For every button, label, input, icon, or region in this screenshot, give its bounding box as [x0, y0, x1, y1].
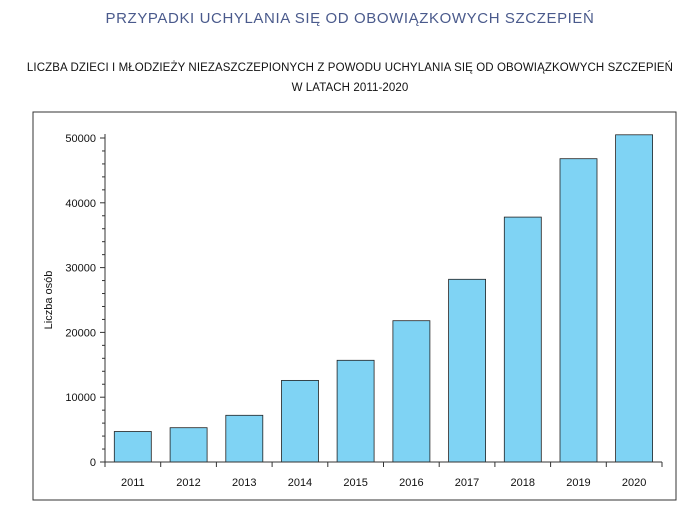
x-tick-label: 2020: [622, 477, 646, 489]
bar-2015: [336, 359, 375, 463]
bar-2018: [503, 216, 542, 463]
x-tick-label: 2016: [399, 477, 423, 489]
x-tick-label: 2019: [566, 477, 590, 489]
x-tick-label: 2017: [455, 477, 479, 489]
x-tick-label: 2011: [121, 477, 145, 489]
bar-2013: [225, 414, 264, 463]
y-tick-label: 0: [90, 457, 96, 469]
chart-title-line-2: W LATACH 2011-2020: [291, 82, 409, 94]
y-tick-label: 20000: [65, 327, 96, 339]
x-tick-label: 2015: [343, 477, 367, 489]
y-tick-label: 40000: [65, 198, 96, 210]
x-tick-label: 2018: [511, 477, 535, 489]
bar-2019: [559, 158, 598, 463]
y-tick-label: 10000: [65, 392, 96, 404]
bar-2014: [281, 379, 319, 463]
x-tick-label: 2014: [288, 477, 312, 489]
x-tick-label: 2013: [232, 477, 256, 489]
x-tick-label: 2012: [176, 477, 200, 489]
labels-group: 0 10000 20000 30000 40000 50000 2011 2012 2013 20…: [43, 133, 646, 489]
y-tick-label: 50000: [65, 133, 96, 145]
y-tick-label: 30000: [65, 263, 96, 275]
chart-title-line-1: LICZBA DZIECI I MŁODZIEŻY NIEZASZCZEPION…: [26, 62, 674, 74]
bar-2011: [113, 431, 152, 463]
bar-2012: [169, 427, 208, 463]
bar-2016: [392, 320, 431, 463]
page-title: PRZYPADKI UCHYLANIA SIĘ OD OBOWIĄZKOWYCH…: [105, 10, 595, 27]
axes-group: [100, 134, 663, 467]
bar-2020: [615, 134, 653, 463]
bar-2017: [448, 278, 487, 463]
chart-frame: [32, 111, 677, 501]
bars-group: [113, 134, 653, 463]
y-axis-title: Liczba osób: [43, 271, 55, 330]
